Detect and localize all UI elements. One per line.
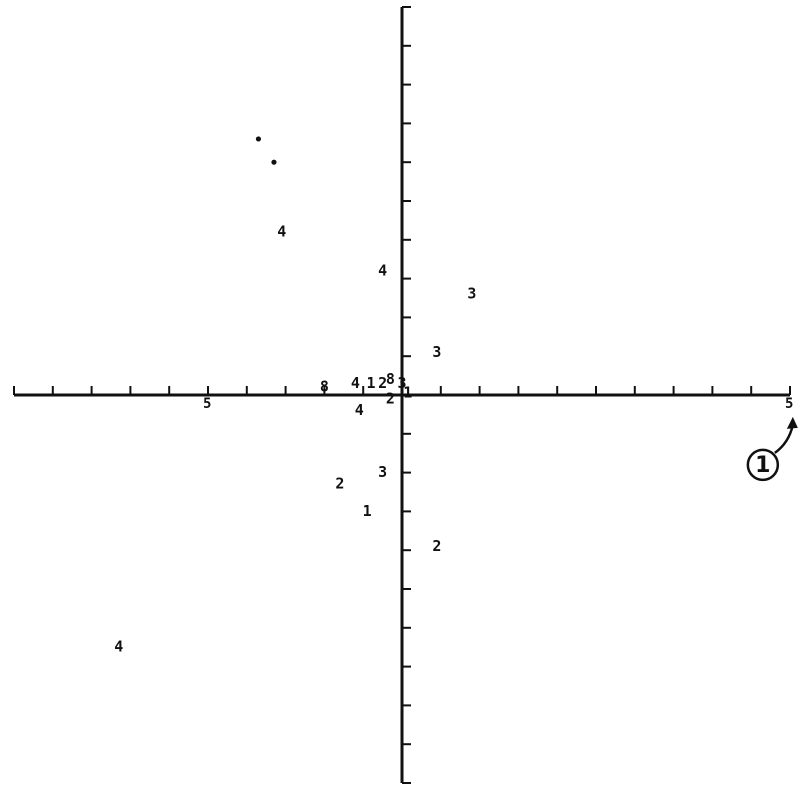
stray-mark	[255, 136, 262, 142]
data-point: 2	[386, 389, 395, 407]
data-point: 1	[366, 374, 375, 392]
callout: 1	[746, 416, 798, 482]
data-point: 1	[363, 502, 372, 520]
data-point: 3	[467, 285, 476, 303]
data-point: 4	[378, 261, 387, 279]
data-point: 2	[335, 475, 344, 493]
axis-ticks	[13, 6, 791, 784]
data-point: 4	[355, 401, 364, 419]
axes	[14, 7, 790, 783]
data-point: 8	[320, 378, 329, 396]
callout-arrowhead	[786, 416, 798, 429]
data-point: 4	[114, 638, 123, 656]
data-point: 2	[378, 374, 387, 392]
tick-label: 5	[203, 396, 211, 412]
tick-label: 5	[785, 396, 793, 412]
data-point: 3	[397, 374, 406, 392]
data-point: 3	[432, 343, 441, 361]
data-point: 4	[351, 374, 360, 392]
stray-mark	[271, 159, 277, 165]
data-point: 2	[432, 537, 441, 555]
data-point: 8	[386, 370, 395, 388]
data-point: 4	[277, 223, 286, 241]
data-point: 1	[403, 384, 412, 402]
callout-circle	[746, 448, 780, 482]
callout-arrow	[774, 424, 795, 454]
stray-marks	[255, 136, 277, 165]
data-point: 3	[378, 463, 387, 481]
callout-label: 1	[755, 453, 770, 478]
